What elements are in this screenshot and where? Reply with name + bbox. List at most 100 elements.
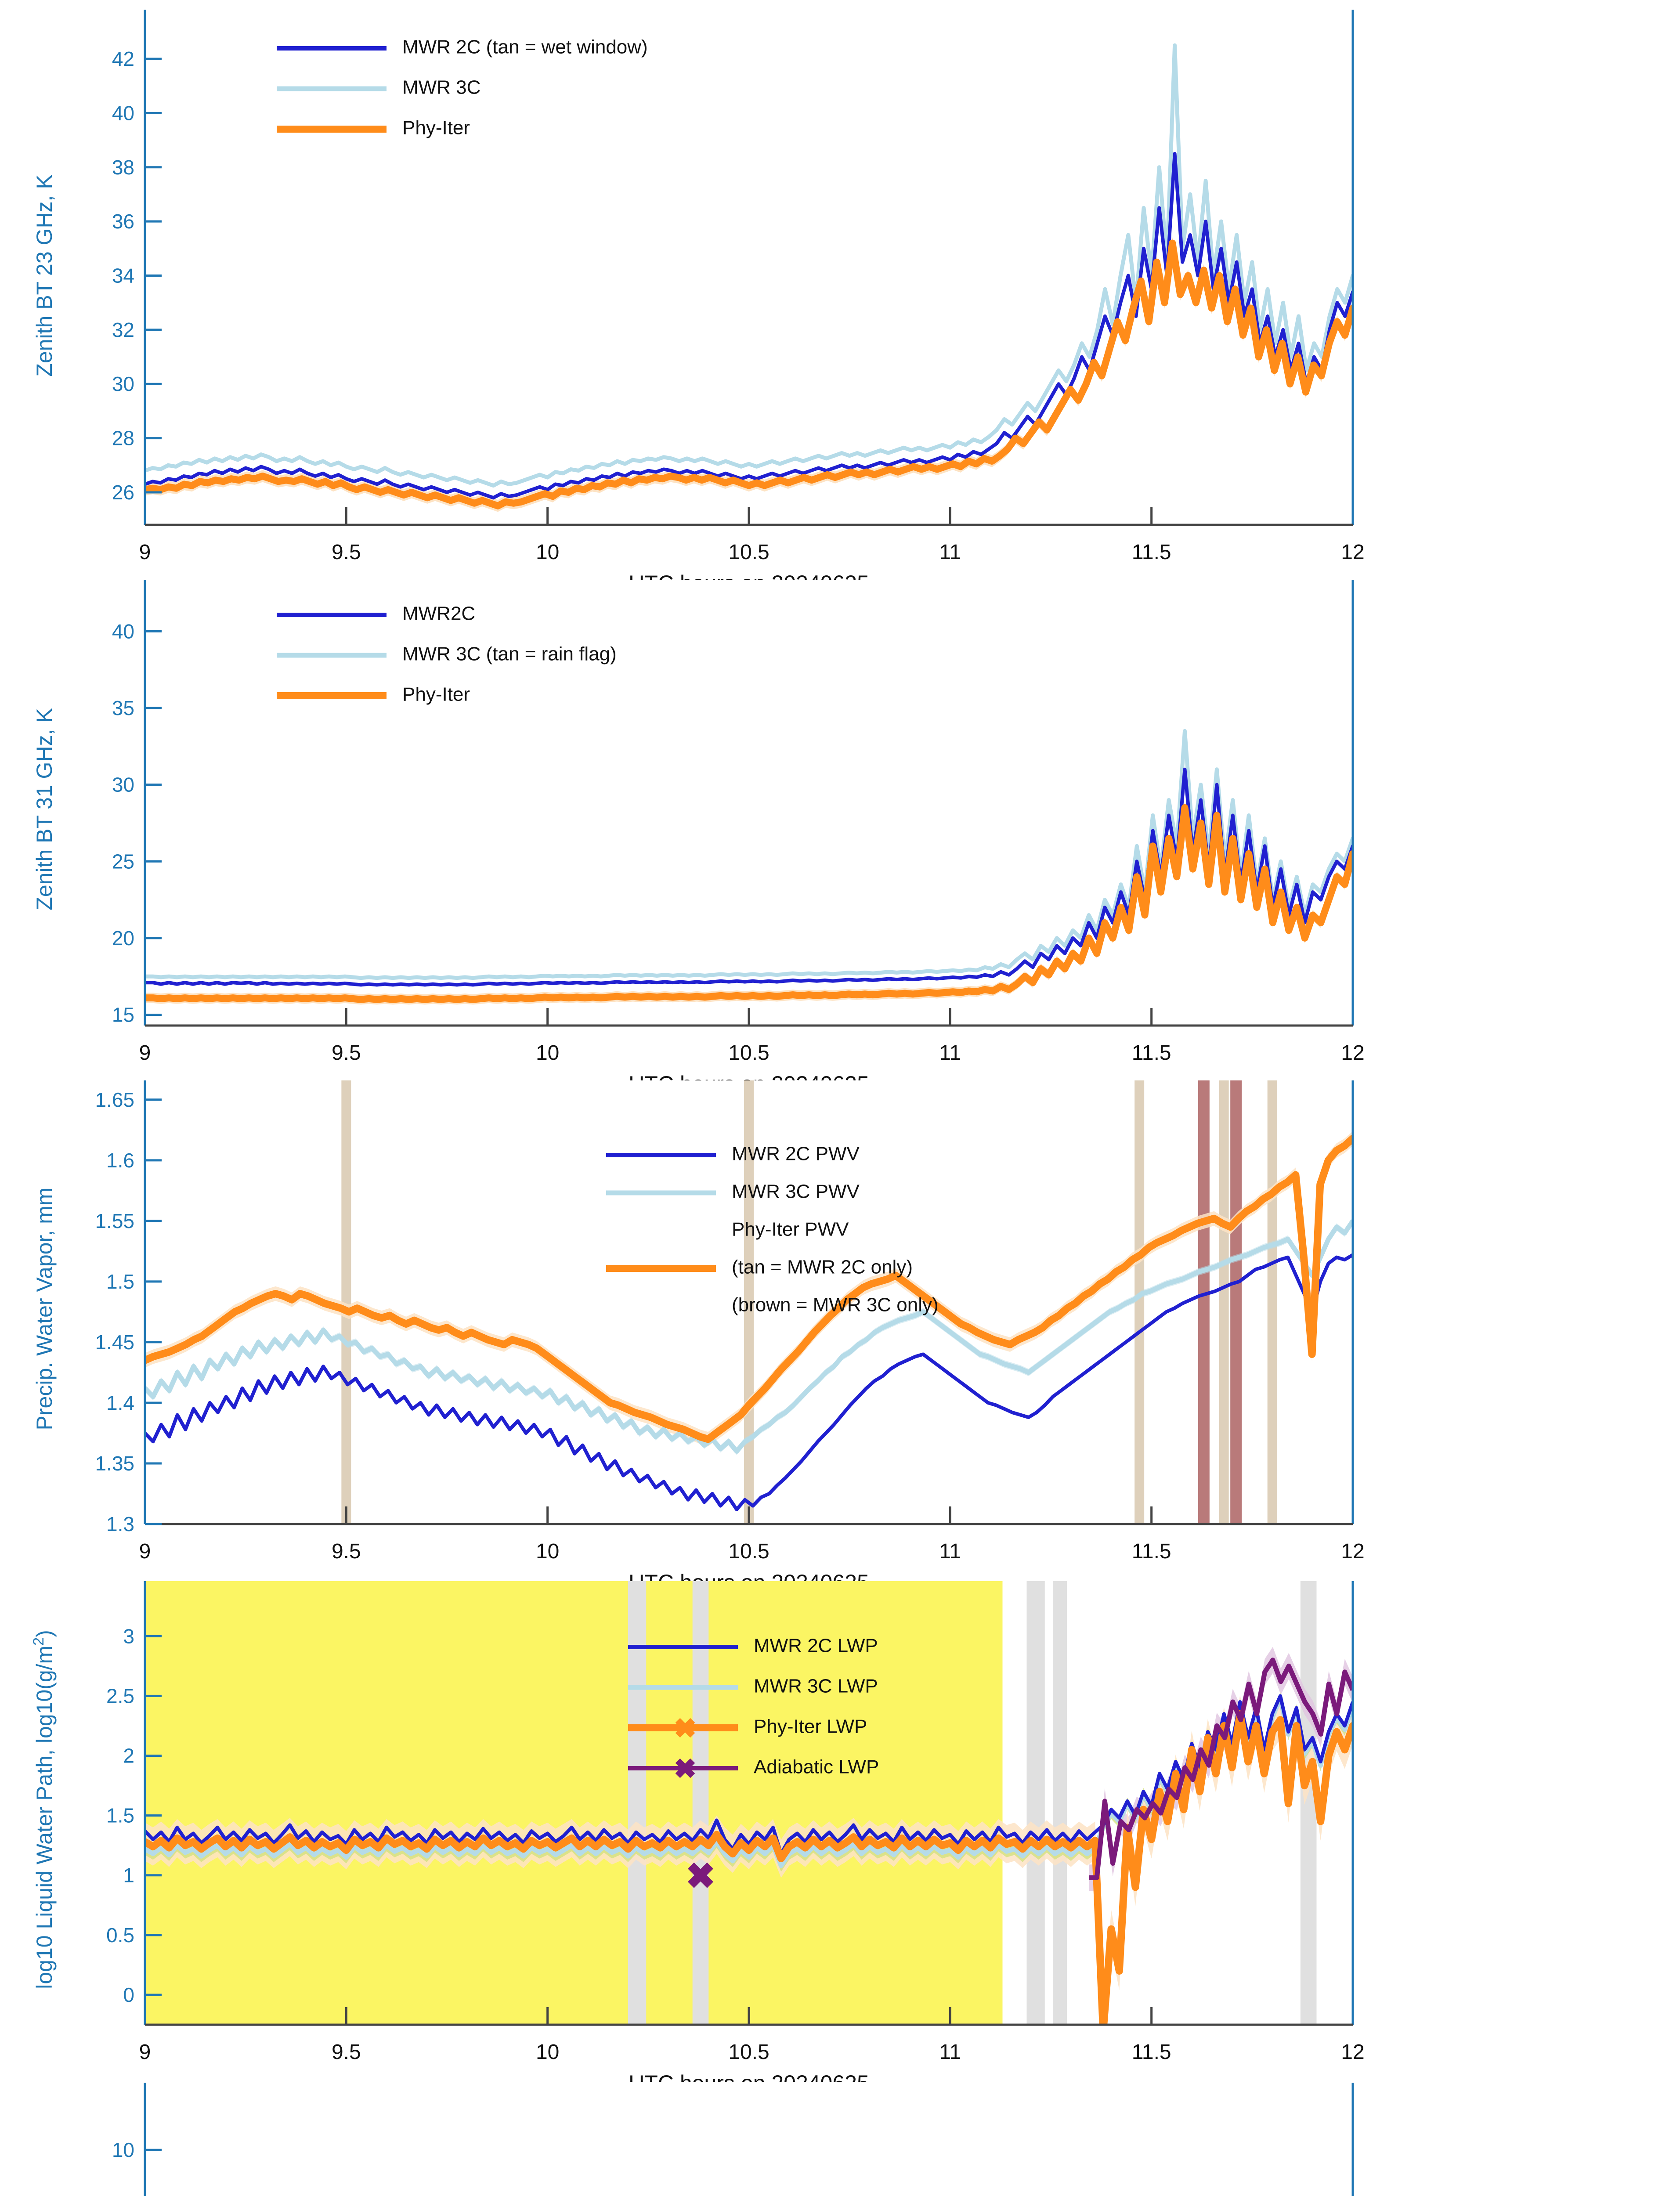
- y-tick-label: 1.45: [95, 1331, 134, 1354]
- x-tick-label: 9: [139, 2041, 151, 2064]
- x-tick-label: 9: [139, 1041, 151, 1065]
- panel-3-svg: 1.3 1.35 1.4 1.45 1.5 1.55 1.6 1.65 9 9.5 10 10.5 11…: [32, 1080, 1365, 1581]
- y-tick-label: 30: [112, 773, 134, 796]
- y-tick-label: 0: [123, 1983, 134, 2006]
- x-tick-label: 11: [939, 1041, 961, 1065]
- legend: MWR 2C PWV MWR 3C PWV Phy-Iter PWV (tan = M…: [606, 1143, 939, 1316]
- x-tick-label: 10: [536, 541, 559, 564]
- y-tick-label: 3: [123, 1625, 134, 1647]
- panel-2-zenith-bt-31ghz: 15 20 25 30 35 40 9 9.5 10 10.5 11 11.5 12 UTC hours …: [0, 580, 1680, 1080]
- x-tick-label: 12: [1341, 1041, 1364, 1065]
- y-axis-label: Zenith BT 31 GHz, K: [32, 708, 57, 910]
- series-line: [1089, 1658, 1353, 1880]
- series-line: [145, 1134, 1353, 1443]
- tan-vertical-band: [1267, 1080, 1277, 1524]
- series-line: [145, 239, 1353, 509]
- x-tick-label: 12: [1341, 541, 1364, 564]
- x-axis-label: UTC hours on 20240625: [629, 2071, 869, 2082]
- panel-3-precip-water-vapor: 1.3 1.35 1.4 1.45 1.5 1.55 1.6 1.65 9 9.5 10 10.5 11…: [0, 1080, 1680, 1581]
- y-tick-label: 1.5: [106, 1270, 134, 1293]
- y-tick-label: 0.5: [106, 1924, 134, 1947]
- legend-label: MWR2C: [402, 603, 475, 625]
- x-tick-label: 9: [139, 541, 151, 564]
- legend-label: (tan = MWR 2C only): [732, 1257, 913, 1278]
- y-tick-label: 40: [112, 101, 134, 124]
- y-tick-label: 35: [112, 697, 134, 719]
- legend-label: Phy-Iter: [402, 684, 470, 705]
- y-tick-label: 25: [112, 850, 134, 873]
- y-tick-label: 42: [112, 47, 134, 70]
- x-tick-label: 9.5: [332, 2041, 361, 2064]
- y-tick-label: 30: [112, 372, 134, 395]
- series-line: [145, 729, 1353, 980]
- x-tick-label: 10.5: [728, 1540, 769, 1563]
- grey-vertical-band: [628, 1581, 647, 2025]
- series-line: [145, 1253, 1353, 1511]
- grey-vertical-band: [1053, 1581, 1067, 2025]
- x-tick-label: 11.5: [1132, 2041, 1171, 2064]
- x-tick-label: 10: [536, 1041, 559, 1065]
- tan-vertical-band: [1219, 1080, 1229, 1524]
- x-axis-label: UTC hours on 20240625: [629, 1072, 869, 1080]
- legend: MWR 2C (tan = wet window) MWR 3C Phy-Iter: [277, 36, 648, 139]
- x-tick-label: 12: [1341, 2041, 1364, 2064]
- legend-label: MWR 2C PWV: [732, 1143, 860, 1165]
- x-tick-label: 11: [939, 541, 961, 564]
- mwr3c-uncertainty-band: [145, 1692, 1353, 1872]
- panel-1-svg: 26 28 30 32 34 36 38 40 42 9 9.5 10 10.5 11 11.5 12 UTC …: [32, 10, 1365, 580]
- grey-vertical-band: [1026, 1581, 1045, 2025]
- legend-label: Phy-Iter LWP: [754, 1716, 867, 1737]
- x-axis-label: UTC hours on 20240625: [629, 1570, 869, 1581]
- x-tick-label: 10: [536, 2041, 559, 2064]
- adiabatic-lwp-marker: [687, 1862, 714, 1888]
- x-tick-label: 9.5: [332, 541, 361, 564]
- y-tick-label: 2.5: [106, 1684, 134, 1707]
- y-tick-label: 1.65: [95, 1088, 134, 1111]
- legend-label: Phy-Iter PWV: [732, 1219, 849, 1240]
- tan-vertical-band: [1134, 1080, 1145, 1524]
- x-tick-label: 10.5: [728, 1041, 769, 1065]
- brown-vertical-band: [1198, 1080, 1210, 1524]
- legend-label: MWR 3C (tan = rain flag): [402, 643, 617, 665]
- y-tick-label: 40: [112, 620, 134, 643]
- series-line: [145, 1710, 1353, 2025]
- x-tick-label: 9.5: [332, 1041, 361, 1065]
- series-line: [145, 767, 1353, 987]
- y-tick-label: 1: [123, 1864, 134, 1887]
- y-tick-label: 38: [112, 156, 134, 179]
- legend-label: MWR 2C LWP: [754, 1635, 878, 1657]
- series-line: [145, 1219, 1353, 1454]
- y-tick-label: 10: [112, 2138, 134, 2161]
- legend: MWR2C MWR 3C (tan = rain flag) Phy-Iter: [277, 603, 617, 705]
- x-tick-label: 11.5: [1132, 1041, 1171, 1065]
- x-tick-label: 11: [939, 1540, 961, 1563]
- legend-label: Adiabatic LWP: [754, 1756, 879, 1778]
- series-line: [145, 804, 1353, 1003]
- legend-label: MWR 3C LWP: [754, 1676, 878, 1697]
- tan-vertical-band: [341, 1080, 351, 1524]
- y-axis-label: Zenith BT 23 GHz, K: [32, 174, 57, 376]
- y-tick-label: 1.55: [95, 1210, 134, 1232]
- y-tick-label: 34: [112, 264, 134, 287]
- y-tick-label: 26: [112, 481, 134, 504]
- y-tick-label: 28: [112, 427, 134, 450]
- brown-vertical-band: [1230, 1080, 1242, 1524]
- x-axis-label: UTC hours on 20240625: [629, 571, 869, 580]
- legend-marker: [675, 1758, 695, 1778]
- panel-2-svg: 15 20 25 30 35 40 9 9.5 10 10.5 11 11.5 12 UTC hours …: [32, 580, 1365, 1080]
- y-tick-label: 2: [123, 1745, 134, 1767]
- y-axis-label: log10 Liquid Water Path, log10(g/m2): [30, 1630, 57, 1989]
- legend-label: Phy-Iter: [402, 117, 470, 139]
- x-tick-label: 10.5: [728, 2041, 769, 2064]
- panel-1-zenith-bt-23ghz: 26 28 30 32 34 36 38 40 42 9 9.5 10 10.5 11 11.5 12 UTC …: [0, 0, 1680, 580]
- y-tick-label: 1.3: [106, 1513, 134, 1535]
- phy-iter-uncertainty-band: [145, 237, 1353, 512]
- x-tick-label: 11.5: [1132, 541, 1171, 564]
- y-tick-label: 15: [112, 1004, 134, 1026]
- legend: MWR 2C LWP MWR 3C LWP Phy-Iter LWP Adiabati…: [628, 1635, 879, 1778]
